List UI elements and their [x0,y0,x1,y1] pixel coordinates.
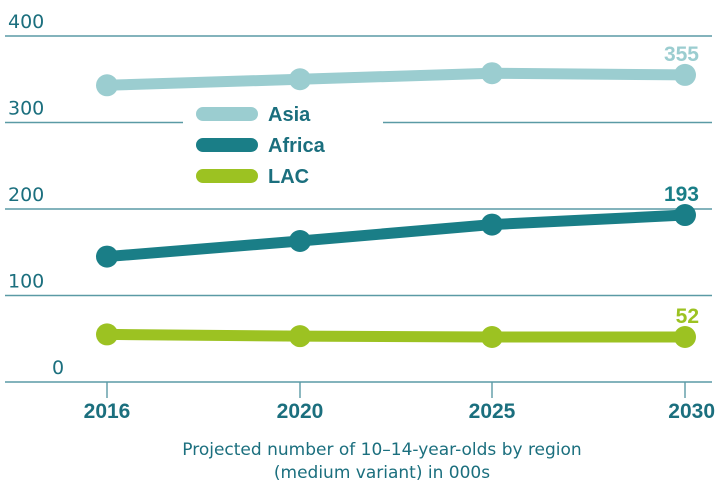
y-tick-label-200: 200 [8,184,44,206]
point-africa-2025 [481,213,503,236]
point-africa-2016 [96,245,118,268]
x-tick-label-2020: 2020 [277,400,324,423]
point-asia-2020 [289,68,311,91]
x-axis-ticks: 2016 2020 2025 2030 [84,382,715,423]
legend-label-lac: LAC [268,166,309,188]
point-lac-2016 [96,323,118,346]
series-line-africa [101,209,691,263]
series-layer: 355 193 52 [96,43,699,349]
data-label-asia: 355 [664,43,699,66]
legend-label-asia: Asia [268,104,311,126]
y-tick-label-0: 0 [52,357,64,379]
data-label-africa: 193 [664,183,699,206]
point-asia-2016 [96,74,118,97]
legend-label-africa: Africa [268,135,326,157]
point-lac-2030 [674,326,696,349]
chart-caption: Projected number of 10–14-year-olds by r… [182,440,581,482]
point-lac-2025 [481,326,503,349]
caption-line-1: Projected number of 10–14-year-olds by r… [182,440,581,460]
point-lac-2020 [289,325,311,348]
y-tick-label-300: 300 [8,98,44,120]
legend: Asia Africa LAC [183,96,383,194]
y-tick-label-400: 400 [8,11,44,33]
x-tick-label-2016: 2016 [84,400,131,423]
x-tick-label-2030: 2030 [668,400,715,423]
series-line-asia [101,67,691,91]
series-line-lac [101,328,691,343]
point-asia-2025 [481,62,503,85]
data-label-lac: 52 [676,305,699,328]
y-tick-label-100: 100 [8,271,44,293]
point-africa-2020 [289,230,311,253]
caption-line-2: (medium variant) in 000s [274,463,490,482]
grid-layer [5,35,712,383]
y-axis-ticks: 0 100 200 300 400 [8,11,64,379]
point-asia-2030 [674,63,696,86]
x-tick-label-2025: 2025 [469,400,516,423]
point-africa-2030 [674,204,696,227]
